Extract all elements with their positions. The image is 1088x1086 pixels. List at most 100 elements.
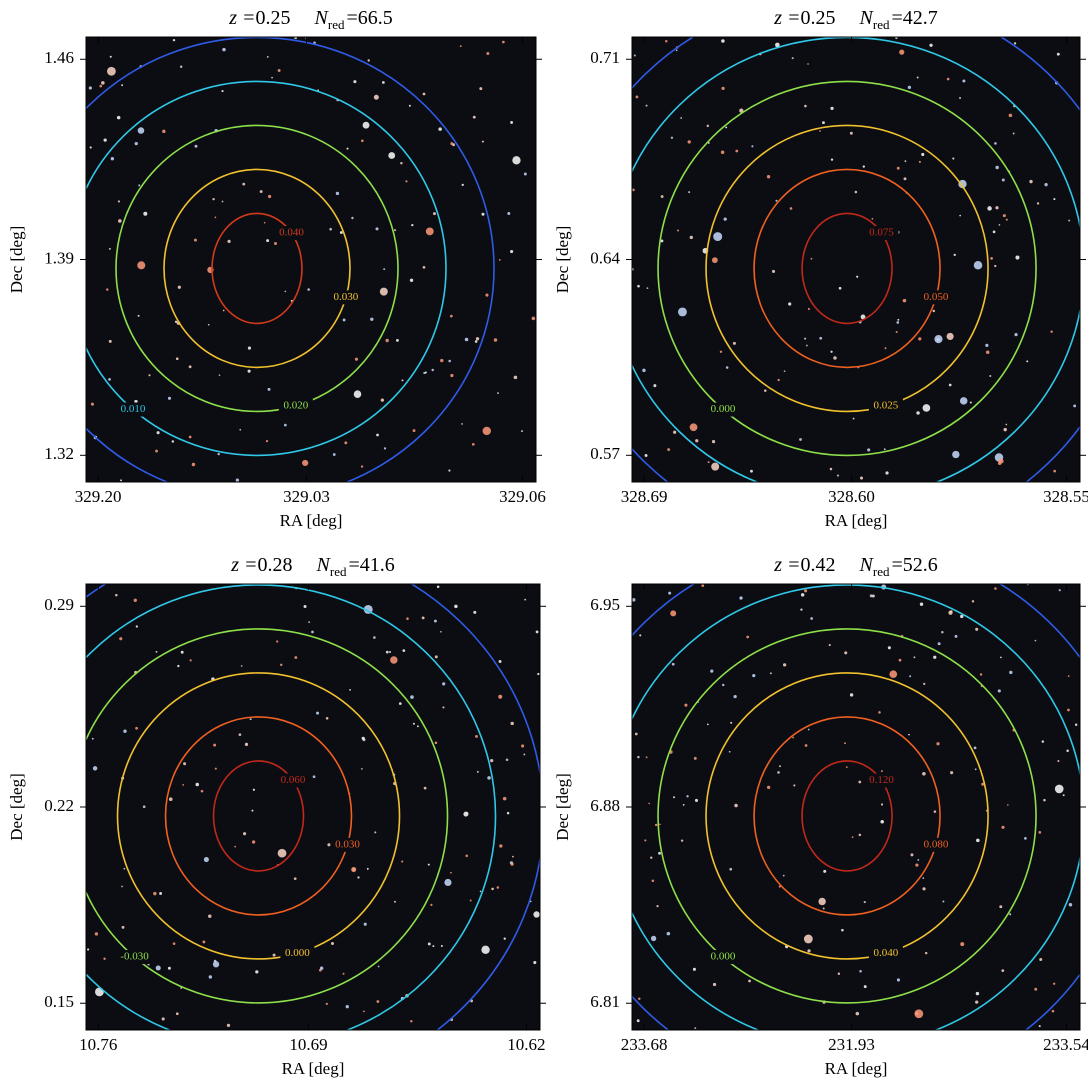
- star: [267, 194, 272, 199]
- star: [659, 823, 661, 826]
- star: [1051, 1009, 1055, 1013]
- star: [116, 115, 121, 120]
- star: [168, 797, 173, 802]
- star: [273, 241, 277, 245]
- star: [379, 287, 388, 296]
- star: [212, 961, 220, 968]
- star: [255, 970, 259, 974]
- x-tick-label: 328.55: [1043, 487, 1088, 506]
- star: [117, 200, 121, 203]
- star: [841, 928, 844, 932]
- contour-line: [211, 212, 303, 325]
- star: [975, 1000, 979, 1004]
- star: [833, 356, 837, 360]
- star: [385, 650, 389, 654]
- star: [936, 742, 940, 746]
- contour-label-bg: [706, 950, 741, 965]
- star: [722, 683, 725, 687]
- star: [1038, 831, 1042, 834]
- star: [992, 230, 996, 234]
- star: [461, 423, 463, 425]
- star: [383, 268, 386, 271]
- star: [998, 223, 1001, 226]
- star: [995, 165, 999, 170]
- star: [855, 1011, 860, 1016]
- star: [450, 871, 452, 874]
- star: [804, 744, 808, 747]
- star: [880, 819, 884, 824]
- star: [1073, 404, 1077, 408]
- panel: 0.120 0.080 0.040 0.000 -0.040 -0.080 z =0.42 N…: [553, 554, 1088, 1078]
- star: [432, 945, 435, 948]
- star: [487, 776, 491, 780]
- contour-line: [753, 168, 941, 369]
- star: [177, 285, 181, 289]
- star: [238, 733, 242, 737]
- contour-line: [801, 212, 893, 325]
- star: [637, 755, 640, 759]
- star: [161, 1017, 165, 1021]
- star: [400, 161, 403, 165]
- star: [409, 278, 414, 282]
- star: [389, 650, 392, 654]
- star: [792, 736, 794, 739]
- star: [653, 384, 657, 388]
- contour-label: 0.030: [335, 838, 360, 850]
- star: [650, 935, 657, 942]
- star: [889, 670, 898, 679]
- star: [94, 987, 104, 997]
- title-z-label: z =: [773, 7, 800, 29]
- title-n-eq: =: [891, 7, 902, 29]
- star: [174, 320, 178, 323]
- title-n-subscript: red: [873, 564, 890, 579]
- star: [277, 848, 287, 858]
- star: [981, 782, 985, 786]
- star: [1001, 969, 1005, 973]
- star: [830, 106, 834, 110]
- star: [90, 402, 95, 406]
- star: [673, 430, 677, 434]
- star: [867, 448, 871, 452]
- star: [819, 336, 823, 340]
- star: [533, 911, 540, 918]
- star: [694, 1027, 697, 1030]
- star: [969, 401, 972, 404]
- contour-label-bg: [868, 946, 903, 961]
- star: [88, 86, 92, 90]
- star: [465, 854, 468, 858]
- star: [782, 874, 785, 877]
- star: [670, 136, 674, 139]
- star: [962, 79, 966, 83]
- star: [822, 121, 825, 125]
- contour-label: -0.080: [712, 560, 741, 572]
- star: [800, 608, 803, 611]
- star: [212, 197, 215, 201]
- star: [332, 453, 336, 456]
- contour-label: 0.080: [924, 838, 949, 850]
- star: [896, 166, 900, 170]
- star: [434, 741, 438, 745]
- star: [849, 131, 853, 135]
- contour-label-bg: [275, 773, 310, 788]
- star: [510, 121, 513, 124]
- star: [733, 695, 737, 699]
- star: [284, 290, 287, 293]
- star: [656, 905, 659, 908]
- star: [481, 140, 484, 143]
- star: [678, 307, 687, 317]
- star: [985, 343, 989, 347]
- star: [771, 269, 776, 273]
- star: [921, 152, 925, 157]
- star: [171, 440, 175, 443]
- title-n-value: 41.6: [360, 554, 395, 576]
- star: [1000, 656, 1002, 659]
- star: [244, 742, 249, 747]
- title-n-subscript: red: [873, 17, 890, 32]
- star: [994, 264, 997, 268]
- y-axis-label: Dec [deg]: [7, 226, 26, 294]
- star: [401, 379, 404, 382]
- sky-image: [86, 584, 540, 1030]
- star: [153, 891, 157, 896]
- contour-label: 0.040: [874, 947, 899, 959]
